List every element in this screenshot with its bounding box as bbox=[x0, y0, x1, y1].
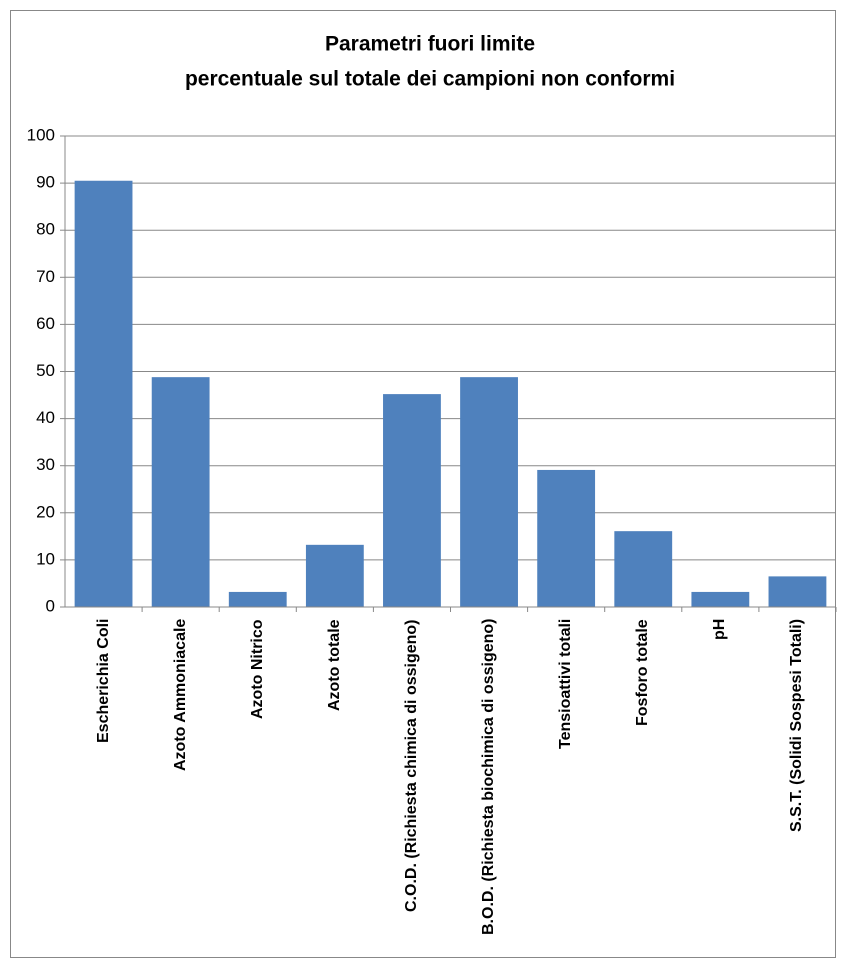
x-tick-label: Azoto totale bbox=[325, 619, 343, 711]
chart-title: Parametri fuori limite bbox=[325, 33, 535, 56]
x-tick-label-box: Escherichia Coli bbox=[65, 619, 142, 944]
y-tick-label: 20 bbox=[36, 502, 55, 521]
y-tick-label: 70 bbox=[36, 267, 55, 286]
x-tick-label-box: Fosforo totale bbox=[605, 619, 682, 944]
y-tick-label: 50 bbox=[36, 361, 55, 380]
x-tick-label-box: C.O.D. (Richiesta chimica di ossigeno) bbox=[373, 619, 450, 944]
x-tick-label-box: Azoto totale bbox=[296, 619, 373, 944]
bar bbox=[614, 531, 673, 607]
bar bbox=[537, 469, 596, 607]
x-tick-label-box: B.O.D. (Richiesta biochimica di ossigeno… bbox=[451, 619, 528, 944]
bar bbox=[151, 377, 210, 607]
bar bbox=[74, 180, 133, 607]
chart-title: percentuale sul totale dei campioni non … bbox=[185, 68, 675, 91]
x-tick-label-box: Tensioattivi totali bbox=[528, 619, 605, 944]
bar bbox=[383, 394, 441, 607]
x-tick-label: Escherichia Coli bbox=[94, 619, 112, 744]
x-tick-label: Fosforo totale bbox=[634, 619, 652, 726]
y-tick-label: 0 bbox=[46, 596, 55, 615]
x-tick-label: Azoto Ammoniacale bbox=[171, 619, 189, 772]
y-tick-label: 90 bbox=[36, 173, 55, 192]
y-tick-label: 100 bbox=[27, 125, 55, 144]
x-tick-label: C.O.D. (Richiesta chimica di ossigeno) bbox=[402, 619, 420, 912]
bar bbox=[305, 544, 364, 607]
bar bbox=[460, 377, 518, 607]
x-tick-label-box: pH bbox=[682, 619, 759, 944]
y-tick-label: 60 bbox=[36, 314, 55, 333]
x-tick-label-box: Azoto Ammoniacale bbox=[142, 619, 219, 944]
bar bbox=[691, 591, 750, 607]
x-tick-label: S.S.T. (Solidi Sospesi Totali) bbox=[788, 619, 806, 833]
x-tick-label-box: Azoto Nitrico bbox=[219, 619, 296, 944]
bar bbox=[768, 576, 827, 607]
x-tick-label: Tensioattivi totali bbox=[557, 619, 575, 750]
x-tick-label: Azoto Nitrico bbox=[248, 619, 266, 719]
y-tick-label: 40 bbox=[36, 408, 55, 427]
x-tick-label-box: S.S.T. (Solidi Sospesi Totali) bbox=[759, 619, 836, 944]
x-tick-label: B.O.D. (Richiesta biochimica di ossigeno… bbox=[480, 619, 498, 936]
y-tick-label: 30 bbox=[36, 455, 55, 474]
bar bbox=[228, 591, 287, 607]
x-tick-label: pH bbox=[711, 619, 729, 641]
y-tick-label: 80 bbox=[36, 220, 55, 239]
y-tick-label: 10 bbox=[36, 549, 55, 568]
